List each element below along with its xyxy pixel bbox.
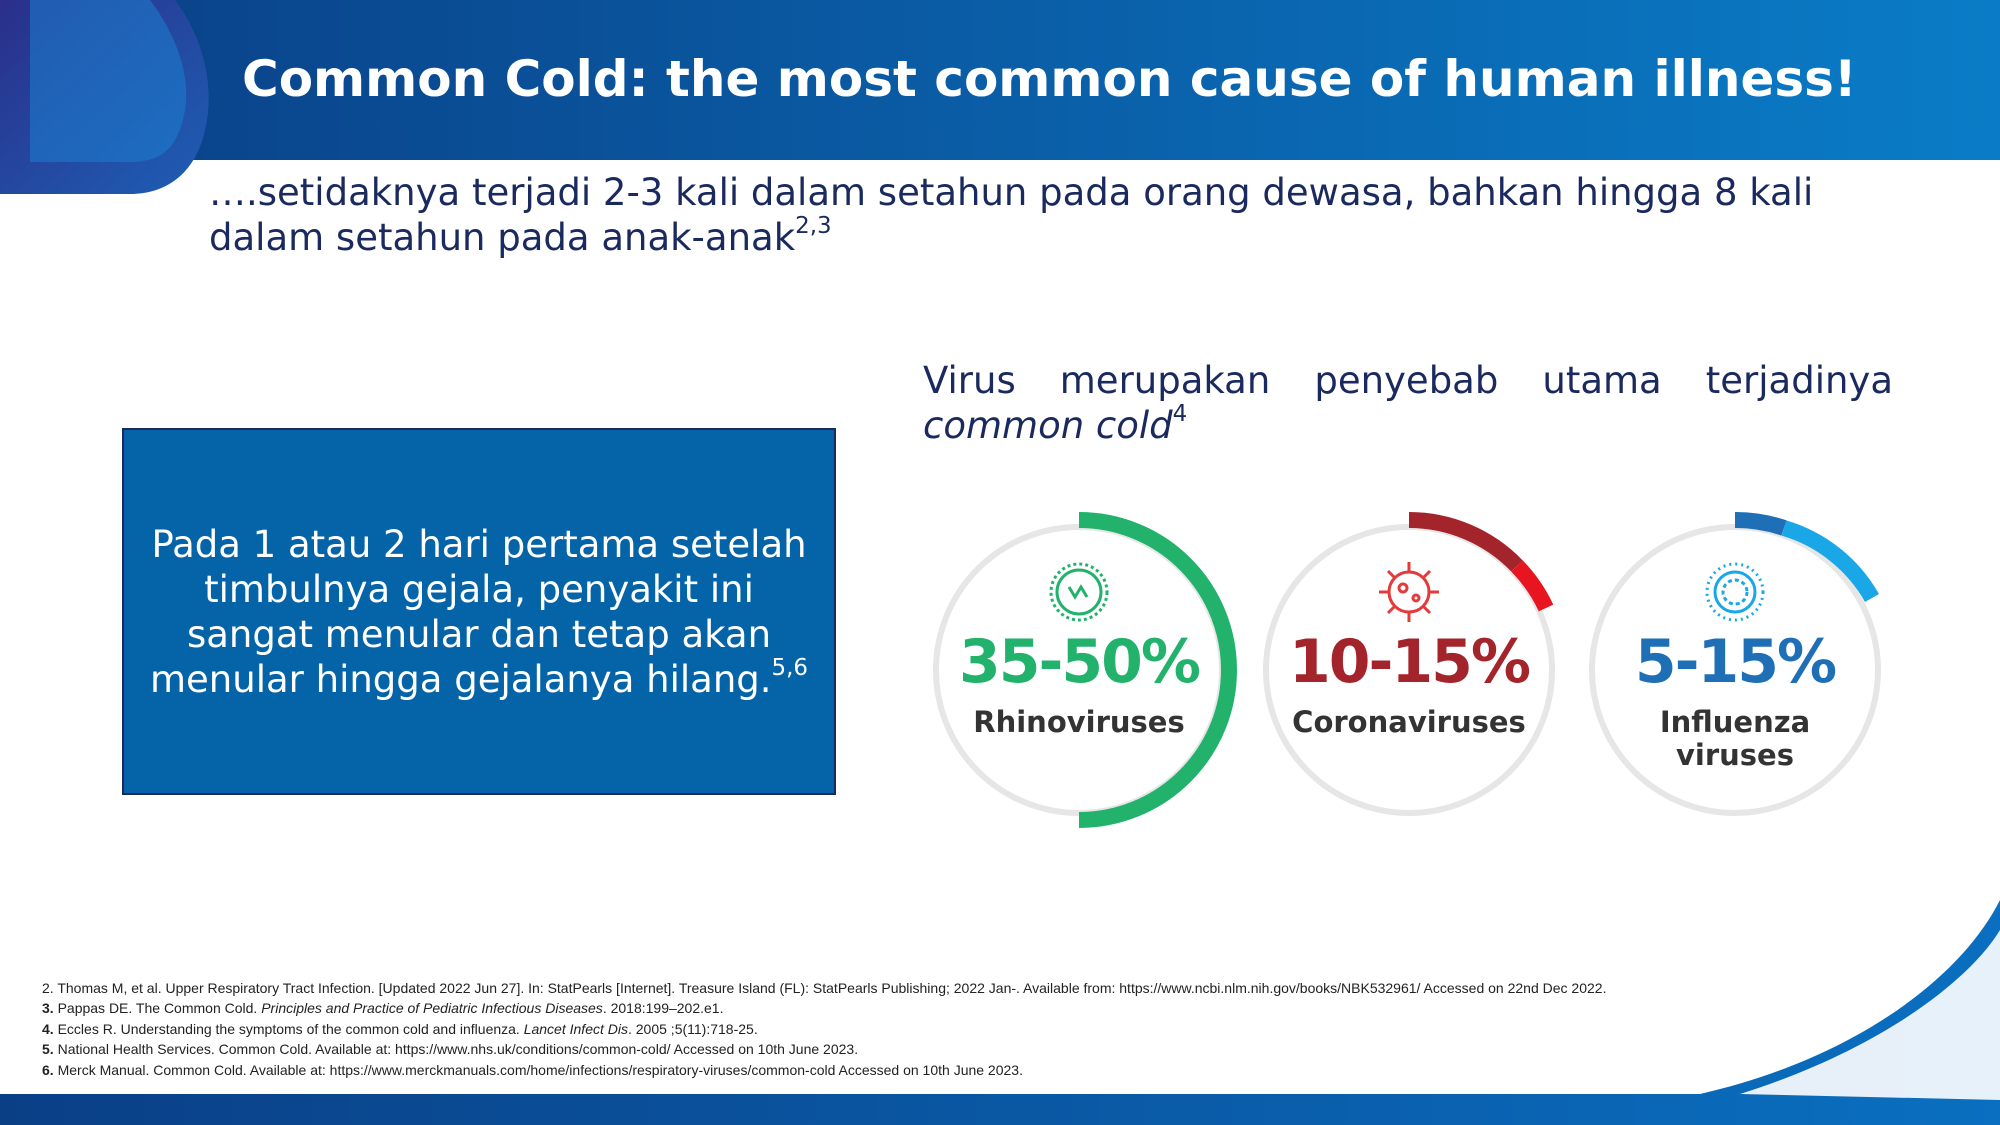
percent: 35-50%: [959, 627, 1200, 697]
info-text: Pada 1 atau 2 hari pertama setelah timbu…: [144, 522, 814, 702]
reference-text: National Health Services. Common Cold. A…: [57, 1041, 859, 1058]
heading-italic: common cold: [923, 404, 1173, 447]
subtitle: ….setidaknya terjadi 2-3 kali dalam seta…: [209, 170, 1869, 260]
ring: [1589, 524, 1881, 816]
virus-icon: [1379, 562, 1439, 622]
reference-italic: Principles and Practice of Pediatric Inf…: [261, 1000, 603, 1017]
reference: 5. National Health Services. Common Cold…: [42, 1039, 1942, 1059]
virus-icon: [1049, 562, 1109, 622]
subtitle-text: ….setidaknya terjadi 2-3 kali dalam seta…: [209, 171, 1814, 259]
virus-name: Coronaviruses: [1292, 705, 1526, 739]
reference-number: 6.: [42, 1061, 54, 1078]
reference-italic: Lancet Infect Dis: [523, 1020, 628, 1037]
box-text: Pada 1 atau 2 hari pertama setelah timbu…: [149, 522, 807, 701]
references: 2. Thomas M, et al. Upper Respiratory Tr…: [42, 978, 1942, 1080]
reference: 3. Pappas DE. The Common Cold. Principle…: [42, 998, 1942, 1018]
footer-wave: [0, 900, 2000, 1125]
logo-inner: [30, 0, 187, 162]
info-box: Pada 1 atau 2 hari pertama setelah timbu…: [122, 428, 836, 795]
footer-highlight: [1740, 930, 2000, 1100]
header-band: [0, 0, 2000, 160]
reference-text: . 2018:199–202.e1.: [602, 1000, 724, 1017]
citation: 5,6: [771, 654, 809, 681]
ring-arc: [1734, 511, 1787, 536]
reference-number: 3.: [42, 1000, 54, 1017]
reference-text: Thomas M, et al. Upper Respiratory Tract…: [57, 980, 1607, 996]
reference: 2. Thomas M, et al. Upper Respiratory Tr…: [42, 978, 1942, 998]
reference-text: Pappas DE. The Common Cold.: [57, 1000, 262, 1017]
reference-number: 4.: [42, 1020, 54, 1037]
virus-icon: [1705, 562, 1765, 622]
percent: 5-15%: [1635, 627, 1836, 697]
percent: 10-15%: [1289, 627, 1530, 697]
reference-text: Merck Manual. Common Cold. Available at:…: [57, 1061, 1023, 1078]
citation: 4: [1172, 400, 1188, 427]
ring-arc: [1408, 512, 1523, 572]
virus-name: Rhinoviruses: [973, 705, 1184, 739]
reference-number: 5.: [42, 1041, 54, 1058]
citation: 2,3: [795, 212, 832, 239]
virus-name: Influenza: [1660, 705, 1810, 739]
reference: 6. Merck Manual. Common Cold. Available …: [42, 1060, 1942, 1080]
virus-heading: Virus merupakan penyebab utama terjadiny…: [923, 358, 1893, 448]
title: Common Cold: the most common cause of hu…: [242, 50, 1857, 108]
ring-arc: [1078, 512, 1237, 828]
reference-text: . 2005 ;5(11):718-25.: [627, 1020, 758, 1037]
reference: 4. Eccles R. Understanding the symptoms …: [42, 1019, 1942, 1039]
heading-text: Virus merupakan penyebab utama terjadiny…: [923, 359, 1893, 402]
virus-infographic: 35-50% Rhinoviruses 10-15% Coronaviruses…: [933, 511, 1881, 828]
reference-text: Eccles R. Understanding the symptoms of …: [57, 1020, 524, 1037]
ring-arc: [1511, 560, 1554, 612]
ring-arc: [1781, 520, 1879, 603]
virus-name: viruses: [1676, 738, 1794, 772]
reference-number: 2.: [42, 980, 54, 996]
